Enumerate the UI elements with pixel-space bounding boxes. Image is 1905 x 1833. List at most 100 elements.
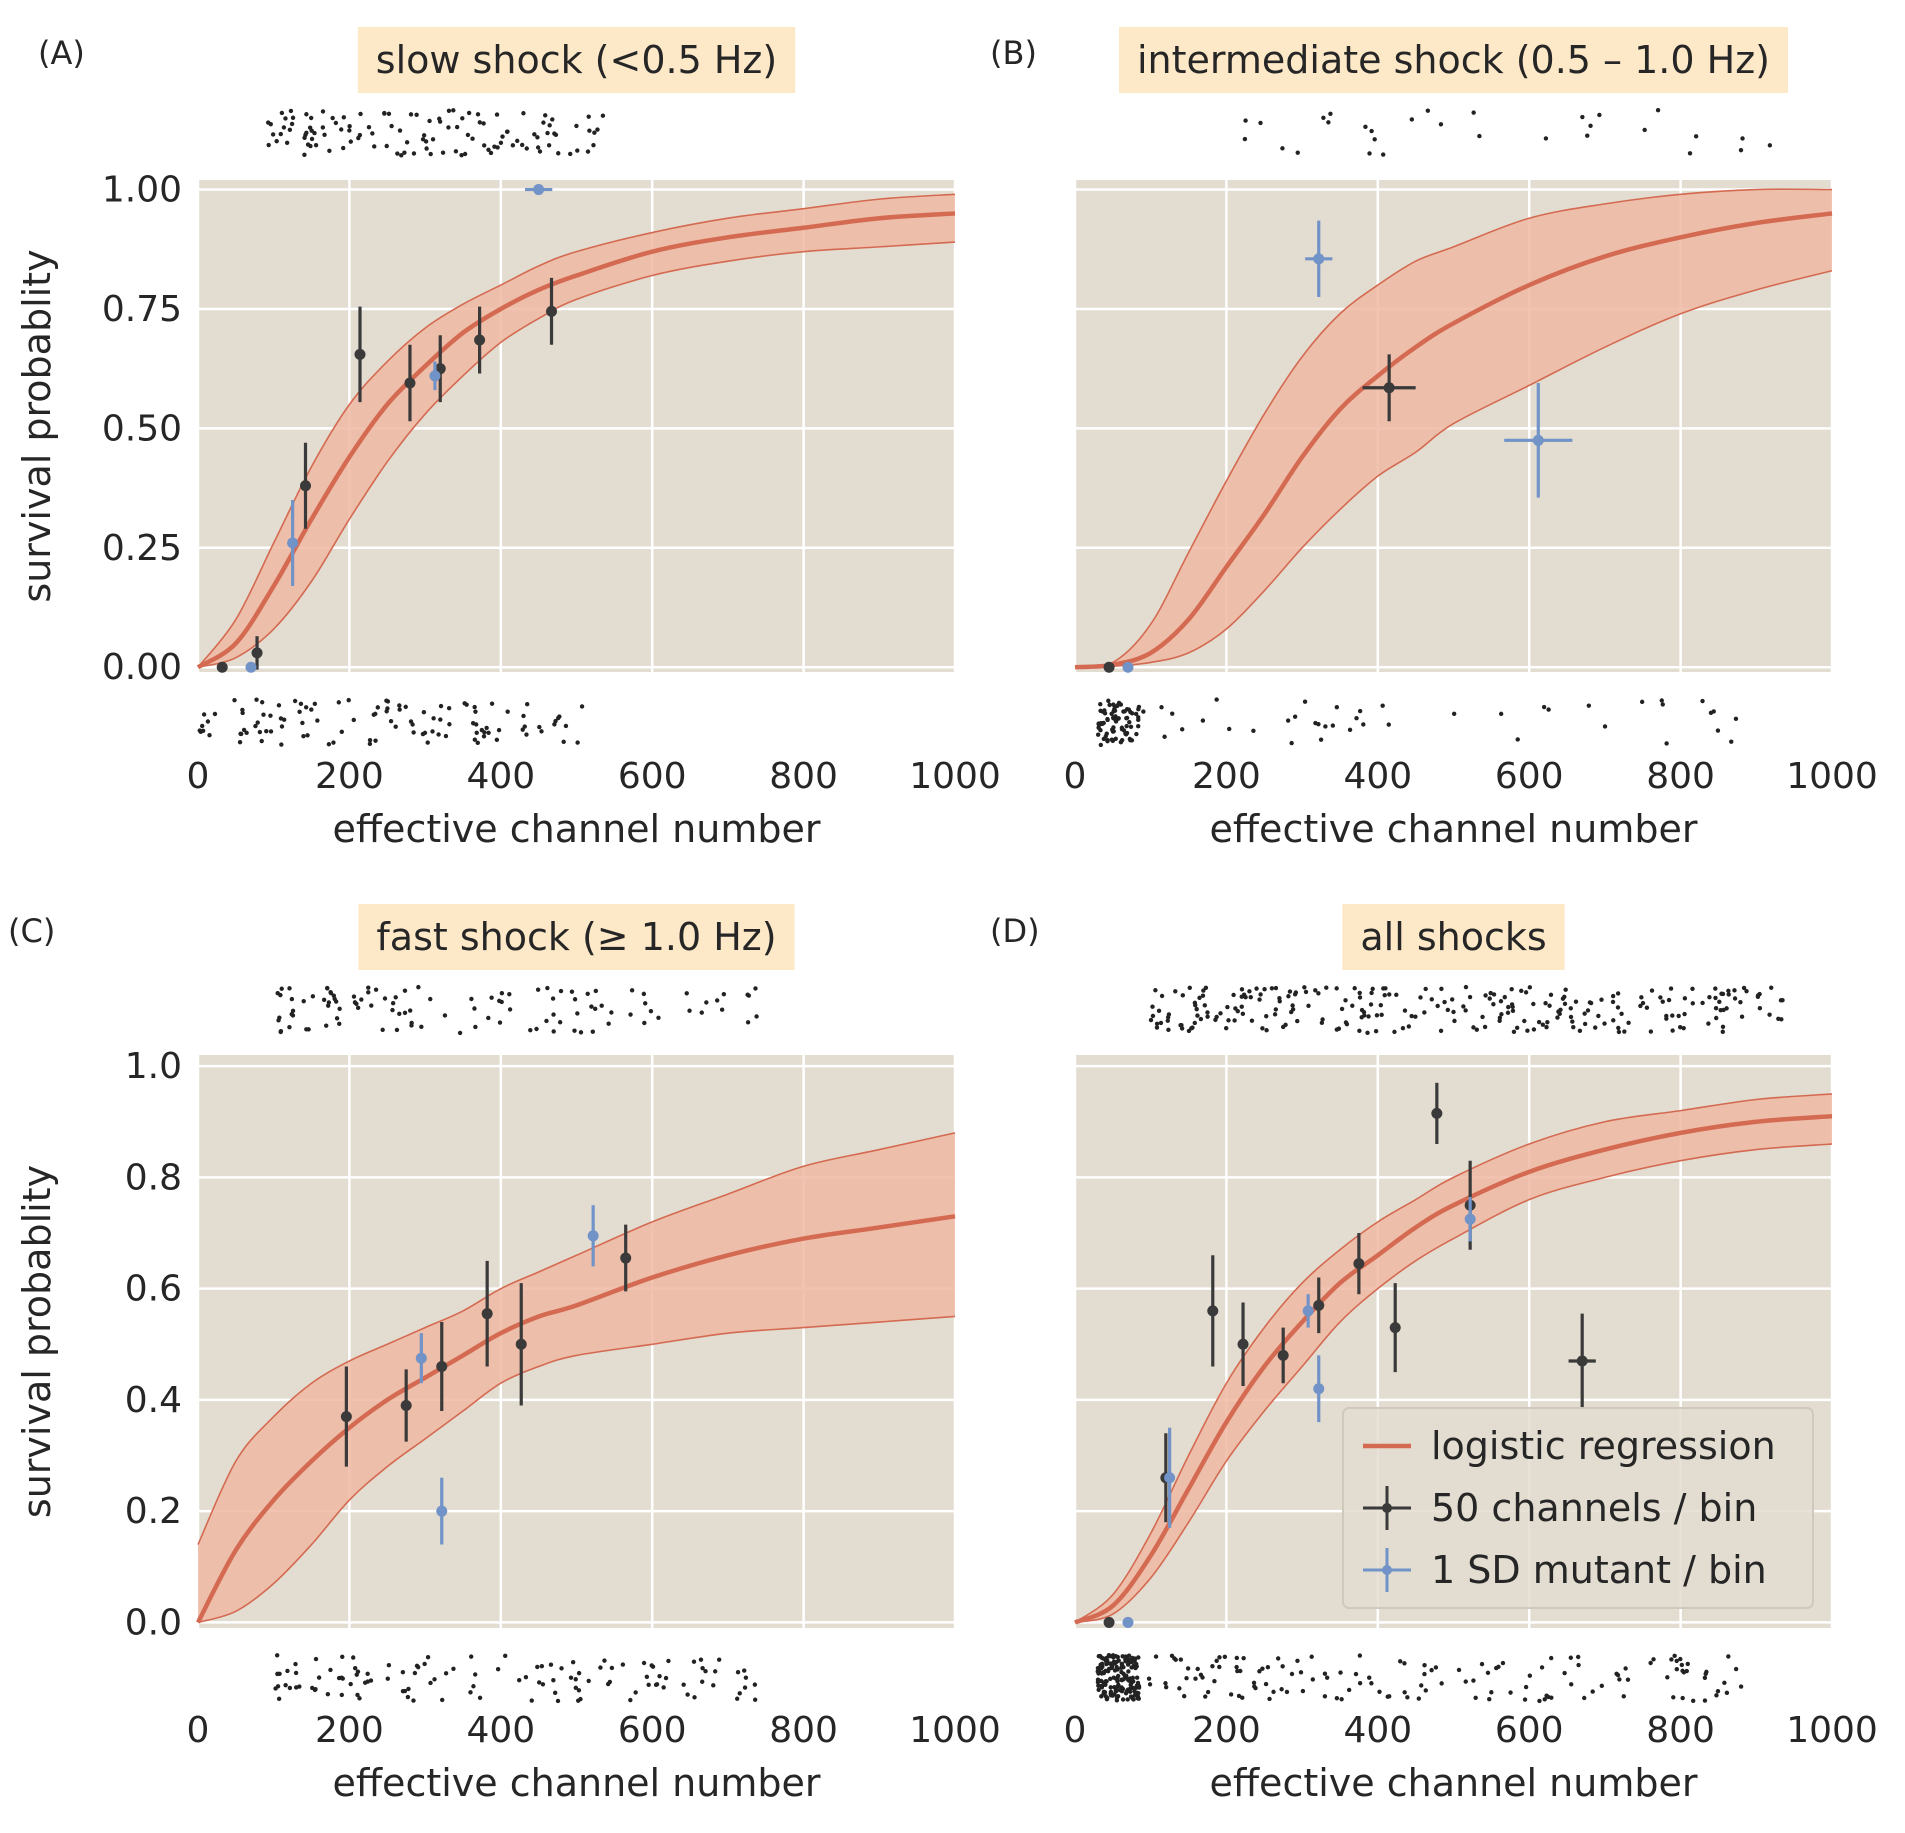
rug-dot [704,1000,709,1005]
y-tick-label: 0.4 [125,1380,182,1421]
rug-dot [537,724,542,730]
rug-dot [1124,715,1130,721]
y-tick-label: 1.0 [125,1046,182,1087]
rug-dot [534,1026,539,1032]
rug-dot [1687,151,1693,156]
rug-dot [274,138,279,144]
rug-dot [1715,728,1721,733]
rug-dot [1352,986,1357,991]
rug-dot [1205,1010,1210,1015]
rug-dot [277,1671,282,1676]
rug-dot [373,738,378,743]
rug-dot [325,1003,331,1008]
rug-dot [438,717,443,722]
rug-dot [1483,993,1488,998]
title-background [358,904,795,970]
binned-point [1389,1322,1401,1334]
rug-dot [278,992,283,998]
x-tick-label: 1000 [909,756,1001,797]
rug-dot [1214,1658,1219,1664]
rug-dot [1127,736,1133,742]
band-lower-edge [1074,269,1833,669]
rug-dot [515,138,520,144]
rug-dot [1485,1670,1491,1675]
rug-plot [273,1653,758,1704]
rug-dot [1197,995,1202,1001]
rug-dot [1369,990,1374,996]
rug-dot [466,110,472,116]
rug-dot [1108,1676,1113,1682]
rug-dot [643,1001,648,1006]
rug-dot [1498,711,1504,717]
rug-dot [1757,1006,1763,1011]
rug-dot [1185,1666,1191,1671]
rug-dot [1588,123,1593,128]
rug-dot [1114,1689,1119,1694]
rug-dot [1491,992,1497,997]
rug-dot [386,111,392,116]
confidence-band [198,1132,955,1623]
x-tick-label: 0 [187,1710,210,1751]
rug-dot [1279,1687,1284,1692]
rug-dot [1251,728,1256,734]
rug-dot [1639,699,1645,705]
rug-dot [1320,1017,1325,1022]
mutant-point [1164,1472,1176,1484]
confidence-band [1075,1093,1832,1623]
rug-dot [1726,988,1731,994]
rug-dot [1523,990,1529,995]
rug-dot [1563,987,1568,992]
legend-box [1342,1407,1814,1609]
rug-dot [1200,1675,1205,1680]
panel-label: (C) [8,912,55,950]
rug-dot [428,996,433,1002]
rug-dot [1338,1670,1343,1675]
rug-dot [1733,1666,1739,1672]
rug-dot [1334,986,1339,991]
rug-dot [369,1003,374,1008]
rug-dot [1571,1024,1576,1030]
rug-dot [1235,1668,1240,1674]
rug-dot [462,701,467,706]
rug-dot [425,1654,431,1660]
rug-dot [1195,1013,1200,1018]
rug-dot [1361,1009,1367,1015]
rug-dot [1429,997,1434,1002]
x-tick-label: 200 [315,1710,384,1751]
rug-dot [1257,1669,1262,1674]
rug-dot [1702,1675,1708,1681]
rug-dot [568,151,573,157]
mutant-point [415,1352,427,1364]
rug-dot [1110,1693,1115,1698]
rug-dot [1172,1656,1177,1661]
rug-dot [482,143,487,148]
rug-dot [498,140,504,146]
rug-dot [1498,999,1504,1004]
rug-dot [578,1030,584,1035]
rug-dot [1179,1026,1185,1031]
rug-dot [411,151,417,156]
rug-dot [443,1671,449,1676]
rug-dot [1610,993,1616,999]
rug-dot [395,151,400,156]
mutant-point [1532,434,1544,446]
rug-dot [201,712,207,717]
rug-dot [1510,1004,1515,1010]
rug-dot [1146,1676,1152,1681]
binned-point [1353,1258,1365,1270]
binned-point [404,377,416,389]
rug-dot [1105,716,1110,722]
rug-dot [331,740,336,745]
rug-dot [430,137,436,142]
rug-dot [1703,1671,1708,1677]
rug-dot [1153,988,1158,993]
rug-dot [1423,1688,1428,1693]
rug-dot [472,1006,477,1011]
rug-dot [446,705,452,711]
x-tick-label: 1000 [1786,756,1878,797]
rug-dot [1449,997,1455,1002]
rug-dot [1267,1696,1272,1702]
rug-dot [1109,737,1115,742]
rug-dot [298,701,304,707]
y-tick-label: 0.0 [125,1602,182,1643]
